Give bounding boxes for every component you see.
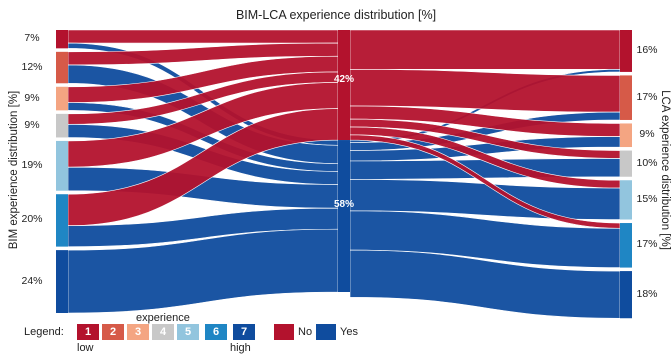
middle-node-no (338, 30, 350, 141)
legend-level-7: 7 (233, 324, 255, 340)
legend-yes-label: Yes (340, 326, 358, 338)
middle-percent-no: 42% (333, 74, 354, 85)
legend-level-2: 2 (102, 324, 124, 340)
right-node-7 (620, 271, 632, 319)
legend-no-label: No (298, 326, 313, 338)
flow-left-1-no (67, 29, 339, 44)
legend-no-swatch (274, 324, 294, 340)
legend-level-5: 5 (177, 324, 199, 340)
left-percent-4: 9% (24, 118, 40, 131)
legend-experience-title: experience (136, 312, 190, 324)
chart-title: BIM-LCA experience distribution [%] (235, 8, 437, 22)
left-percent-3: 9% (24, 91, 40, 104)
left-node-1 (56, 30, 68, 49)
left-node-4 (56, 113, 68, 138)
left-percent-7: 24% (21, 274, 43, 287)
legend-yes-swatch (316, 324, 336, 340)
legend-low-label: low (77, 342, 94, 354)
right-node-1 (620, 30, 632, 72)
right-node-2 (620, 75, 632, 120)
legend-level-6: 6 (205, 324, 227, 340)
legend-level-1: 1 (77, 324, 99, 340)
right-node-3 (620, 123, 632, 148)
middle-node-yes (338, 140, 350, 292)
right-axis-label: LCA experience distribution [%] (659, 90, 671, 250)
left-node-7 (56, 250, 68, 313)
left-node-5 (56, 140, 68, 191)
left-percent-1: 7% (24, 32, 40, 45)
left-percent-5: 19% (21, 158, 43, 171)
legend-level-3: 3 (127, 324, 149, 340)
right-node-6 (620, 223, 632, 268)
right-percent-7: 18% (636, 287, 658, 300)
right-percent-6: 17% (636, 238, 658, 251)
right-node-5 (620, 180, 632, 220)
left-node-3 (56, 86, 68, 111)
left-percent-2: 12% (21, 60, 43, 73)
right-node-4 (620, 150, 632, 177)
left-node-6 (56, 194, 68, 247)
legend-high-label: high (230, 342, 251, 354)
middle-percent-yes: 58% (333, 199, 354, 211)
legend-level-4: 4 (152, 324, 174, 340)
right-percent-4: 10% (636, 156, 658, 169)
left-node-2 (56, 51, 68, 84)
right-percent-2: 17% (636, 90, 658, 103)
flow-right-2-no (349, 68, 621, 113)
flow-right-1-no (349, 29, 621, 70)
right-percent-1: 16% (636, 43, 658, 56)
legend-label: Legend: (24, 326, 64, 338)
right-percent-3: 9% (639, 128, 655, 141)
left-percent-6: 20% (21, 213, 43, 226)
right-percent-5: 15% (636, 192, 658, 205)
